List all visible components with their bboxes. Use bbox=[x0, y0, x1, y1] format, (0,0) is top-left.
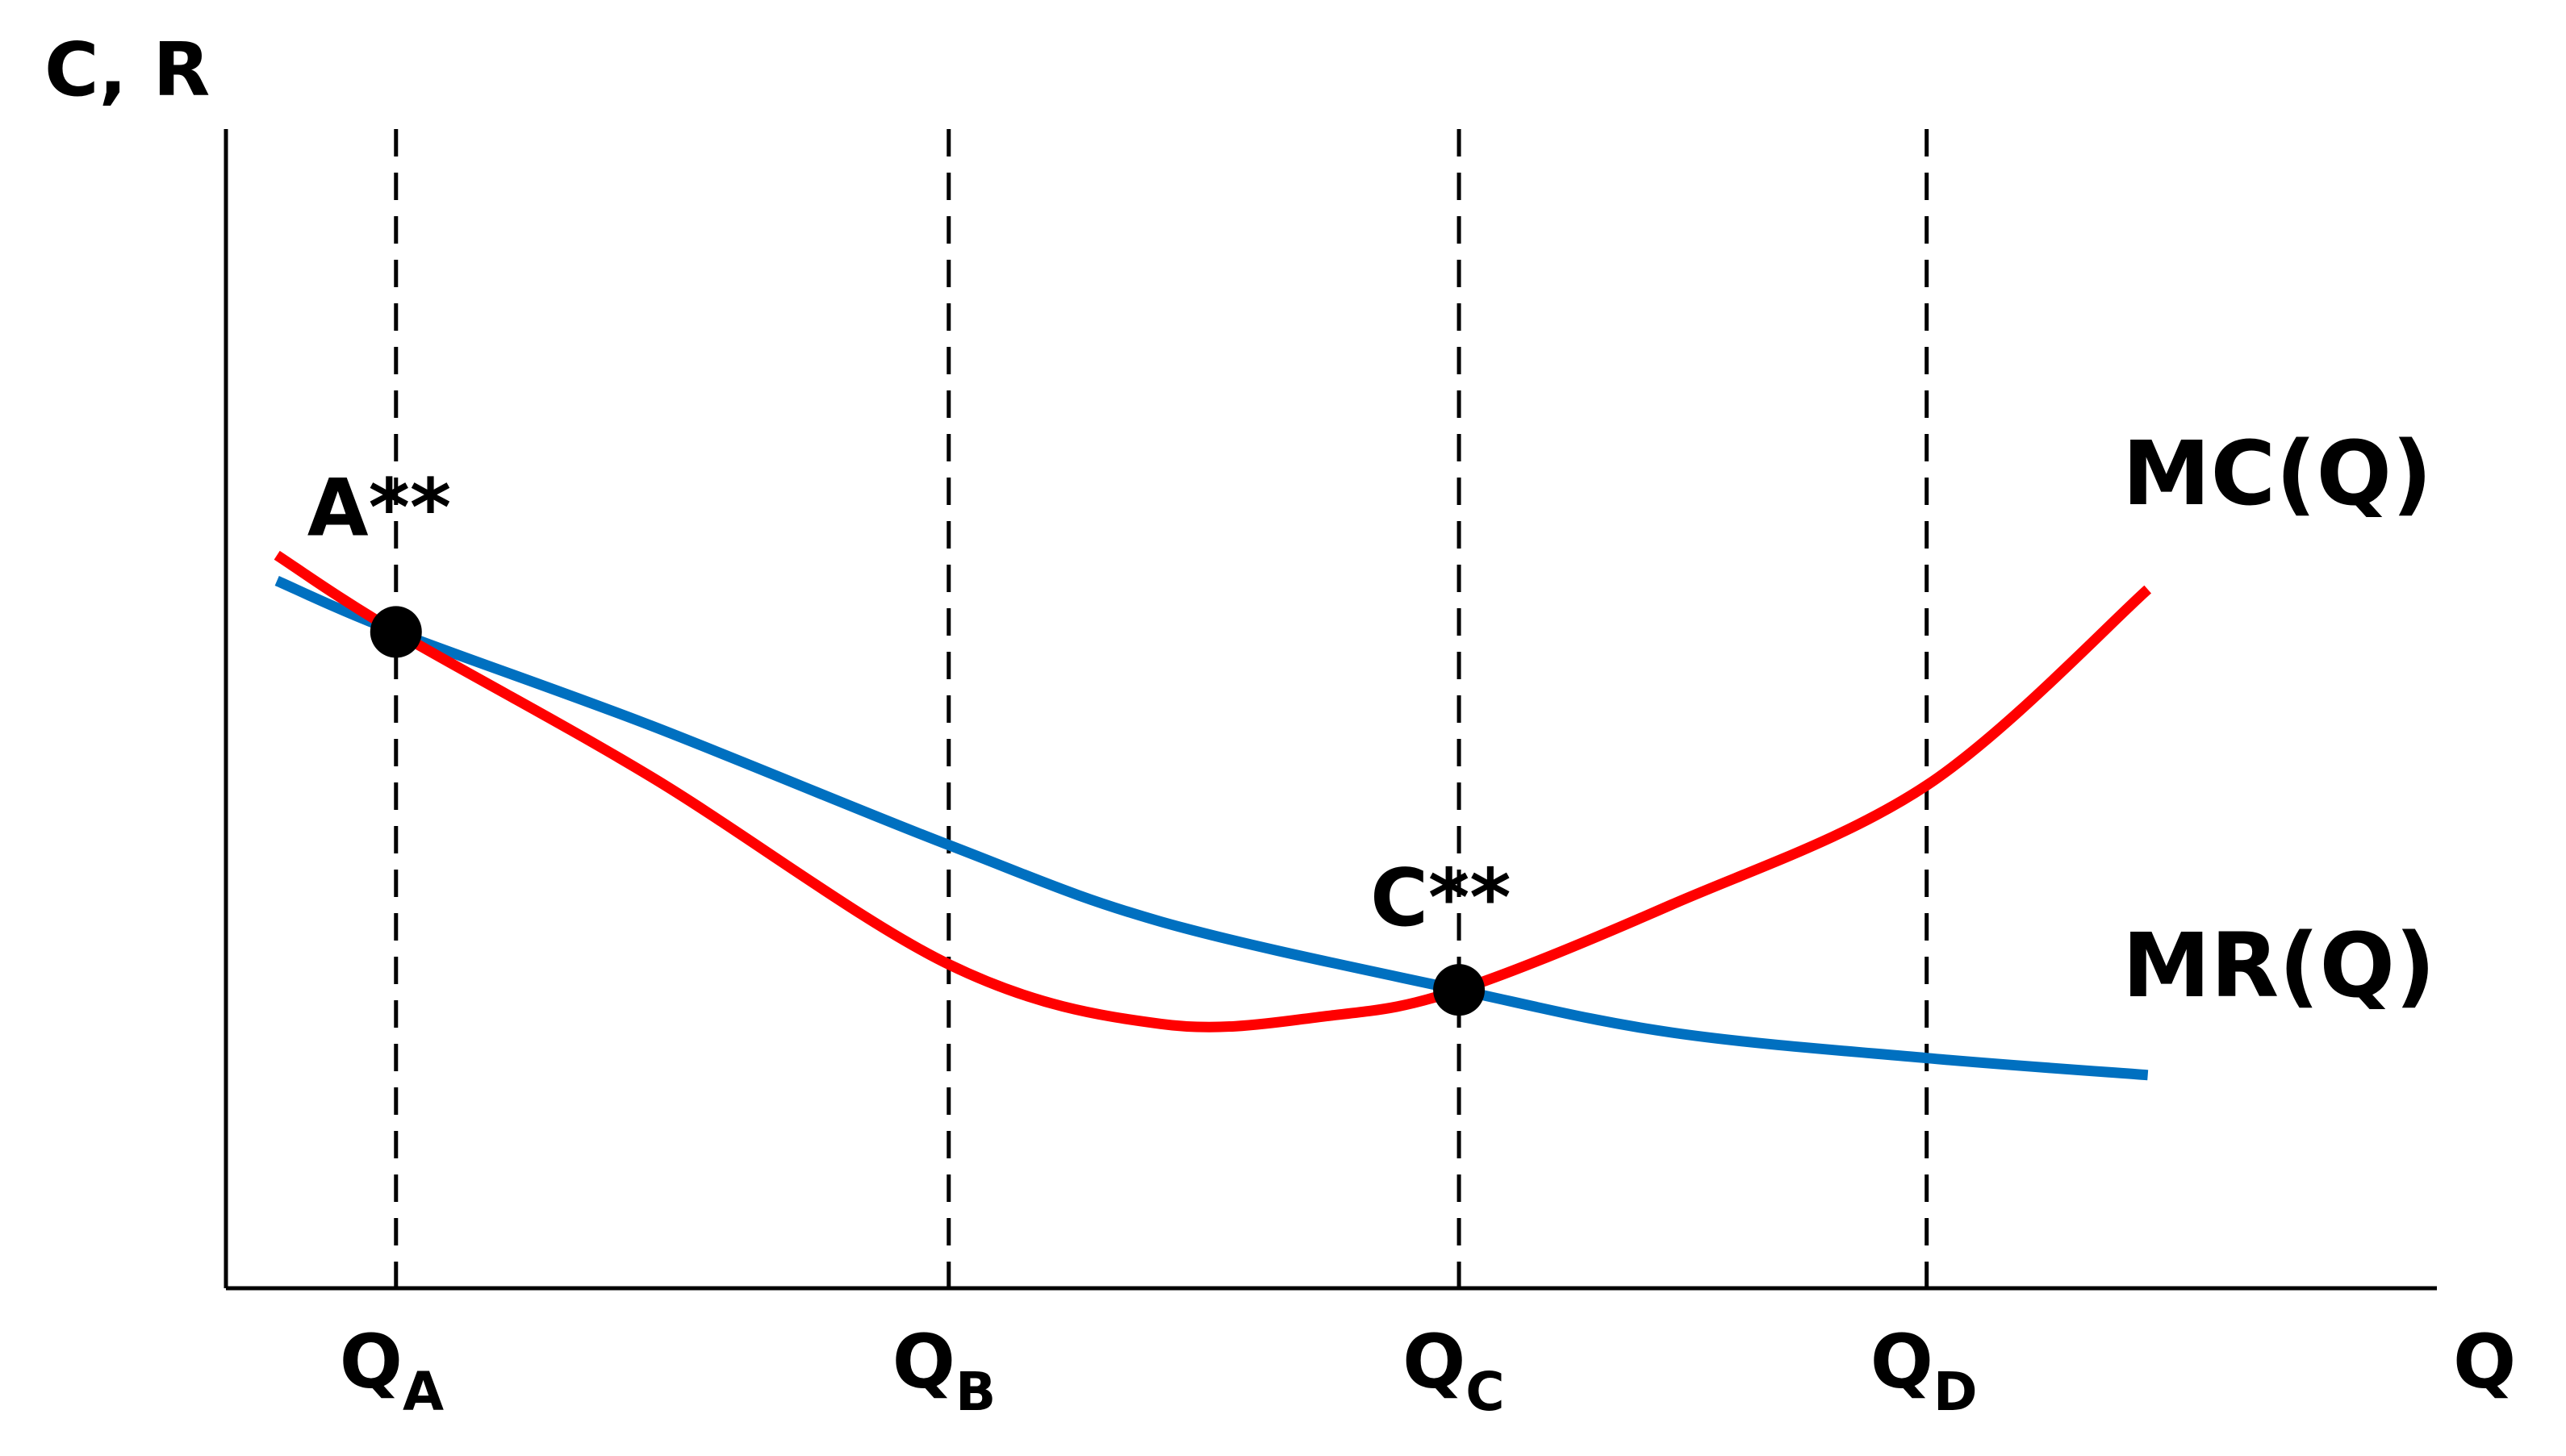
x-tick-label-a: QA bbox=[340, 1319, 444, 1423]
point-a-label: A** bbox=[307, 462, 451, 554]
x-tick-sub: C bbox=[1465, 1361, 1504, 1423]
x-tick-main: Q bbox=[340, 1319, 403, 1405]
x-tick-main: Q bbox=[892, 1319, 955, 1405]
x-tick-main: Q bbox=[1870, 1319, 1933, 1405]
x-tick-label-d: QD bbox=[1870, 1319, 1978, 1423]
point-a bbox=[370, 606, 422, 658]
point-c bbox=[1433, 964, 1486, 1016]
axes bbox=[224, 129, 2437, 1291]
x-axis-label: Q bbox=[2453, 1319, 2516, 1405]
x-tick-label-c: QC bbox=[1402, 1319, 1505, 1423]
reference-lines bbox=[394, 129, 1929, 1288]
y-axis-label: C, R bbox=[44, 27, 210, 113]
x-tick-sub: D bbox=[1933, 1361, 1978, 1423]
curves bbox=[274, 550, 2152, 1081]
x-tick-sub: B bbox=[955, 1361, 996, 1423]
points-of-interest bbox=[370, 606, 1486, 1016]
mc-curve bbox=[274, 550, 2152, 1033]
point-c-label: C** bbox=[1370, 853, 1511, 945]
mr-curve-label: MR(Q) bbox=[2122, 914, 2435, 1017]
x-tick-main: Q bbox=[1402, 1319, 1465, 1405]
mc-curve-label: MC(Q) bbox=[2122, 422, 2432, 525]
x-tick-sub: A bbox=[403, 1361, 444, 1423]
x-tick-label-b: QB bbox=[892, 1319, 997, 1423]
mr-curve bbox=[274, 576, 2149, 1081]
